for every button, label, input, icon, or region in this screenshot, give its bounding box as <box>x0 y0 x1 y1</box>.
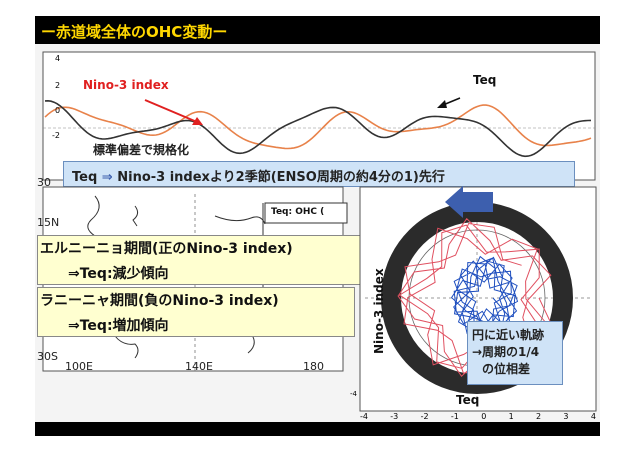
phase-ytick-neg4: -4 <box>350 390 357 398</box>
phase-ylabel: Nino-3 index <box>372 268 386 354</box>
timeseries-frame <box>42 51 596 181</box>
lead-callout: Teq ⇒ Nino-3 indexより2季節(ENSO周期の約4分の1)先行 <box>63 161 575 187</box>
la-nina-box: ラニーニャ期間(負のNino-3 index) ⇒Teq:増加傾向 <box>37 287 355 337</box>
phase-arrow-head <box>445 186 463 218</box>
normalized-label: 標準偏差で規格化 <box>93 143 190 157</box>
phase-xticks: -4 -3 -2 -1 0 1 2 3 4 <box>360 412 596 421</box>
nino-pointer-head <box>192 117 203 125</box>
title-bar: ー赤道域全体のOHC変動ー <box>35 16 600 44</box>
phase-note-line3: の位相差 <box>482 362 531 376</box>
timeseries-plot <box>42 51 596 181</box>
lead-callout-prefix: Teq <box>72 170 102 185</box>
phase-arrow-body <box>463 192 493 212</box>
ts-ytick-3: -2 <box>52 131 60 140</box>
teq-label: Teq <box>473 73 497 87</box>
coastline-4 <box>114 335 139 359</box>
bottom-bar <box>35 422 600 436</box>
lead-arrow-icon: ⇒ <box>101 170 113 185</box>
nino-label: Nino-3 index <box>83 78 169 92</box>
phase-note-line2: →周期の1/4 <box>472 345 540 359</box>
map-inset-box <box>264 202 348 224</box>
el-nino-box: エルニーニョ期間(正のNino-3 index) ⇒Teq:減少傾向 <box>37 235 369 285</box>
lat-label-4: 30S <box>37 350 58 363</box>
lon-label-1: 140E <box>185 360 213 373</box>
ts-ytick-1: 2 <box>55 81 61 90</box>
la-nina-heading: ラニーニャ期間(負のNino-3 index) <box>40 293 279 309</box>
coastline-1 <box>87 195 100 237</box>
coastline-2 <box>132 205 139 227</box>
el-nino-trend: ⇒Teq:減少傾向 <box>68 266 169 282</box>
phase-note-line1: 円に近い軌跡 <box>472 328 545 342</box>
ts-ytick-0: 4 <box>55 54 61 63</box>
slide: ー赤道域全体のOHC変動ー 4 2 0 -2 Nino-3 index Teq … <box>35 16 600 436</box>
nino-series-line <box>44 104 592 150</box>
teq-pointer-head <box>437 100 447 108</box>
nino-pointer-arrow <box>144 99 198 123</box>
slide-title: ー赤道域全体のOHC変動ー <box>41 23 228 41</box>
lat-label-0: 30 <box>37 176 51 189</box>
coastline-3 <box>214 215 266 225</box>
el-nino-heading: エルニーニョ期間(正のNino-3 index) <box>40 241 293 257</box>
teq-series-line <box>44 99 592 158</box>
lon-label-0: 100E <box>65 360 93 373</box>
phase-note: 円に近い軌跡 →周期の1/4 の位相差 <box>467 321 563 385</box>
lon-label-2: 180 <box>303 360 324 373</box>
la-nina-trend: ⇒Teq:増加傾向 <box>68 318 169 334</box>
lead-callout-text: Nino-3 indexより2季節(ENSO周期の約4分の1)先行 <box>112 170 445 185</box>
phase-xlabel: Teq <box>456 393 480 407</box>
lat-label-1: 15N <box>37 216 60 229</box>
map-inset-label: Teq: OHC ( <box>271 207 325 217</box>
ts-ytick-2: 0 <box>55 106 61 115</box>
